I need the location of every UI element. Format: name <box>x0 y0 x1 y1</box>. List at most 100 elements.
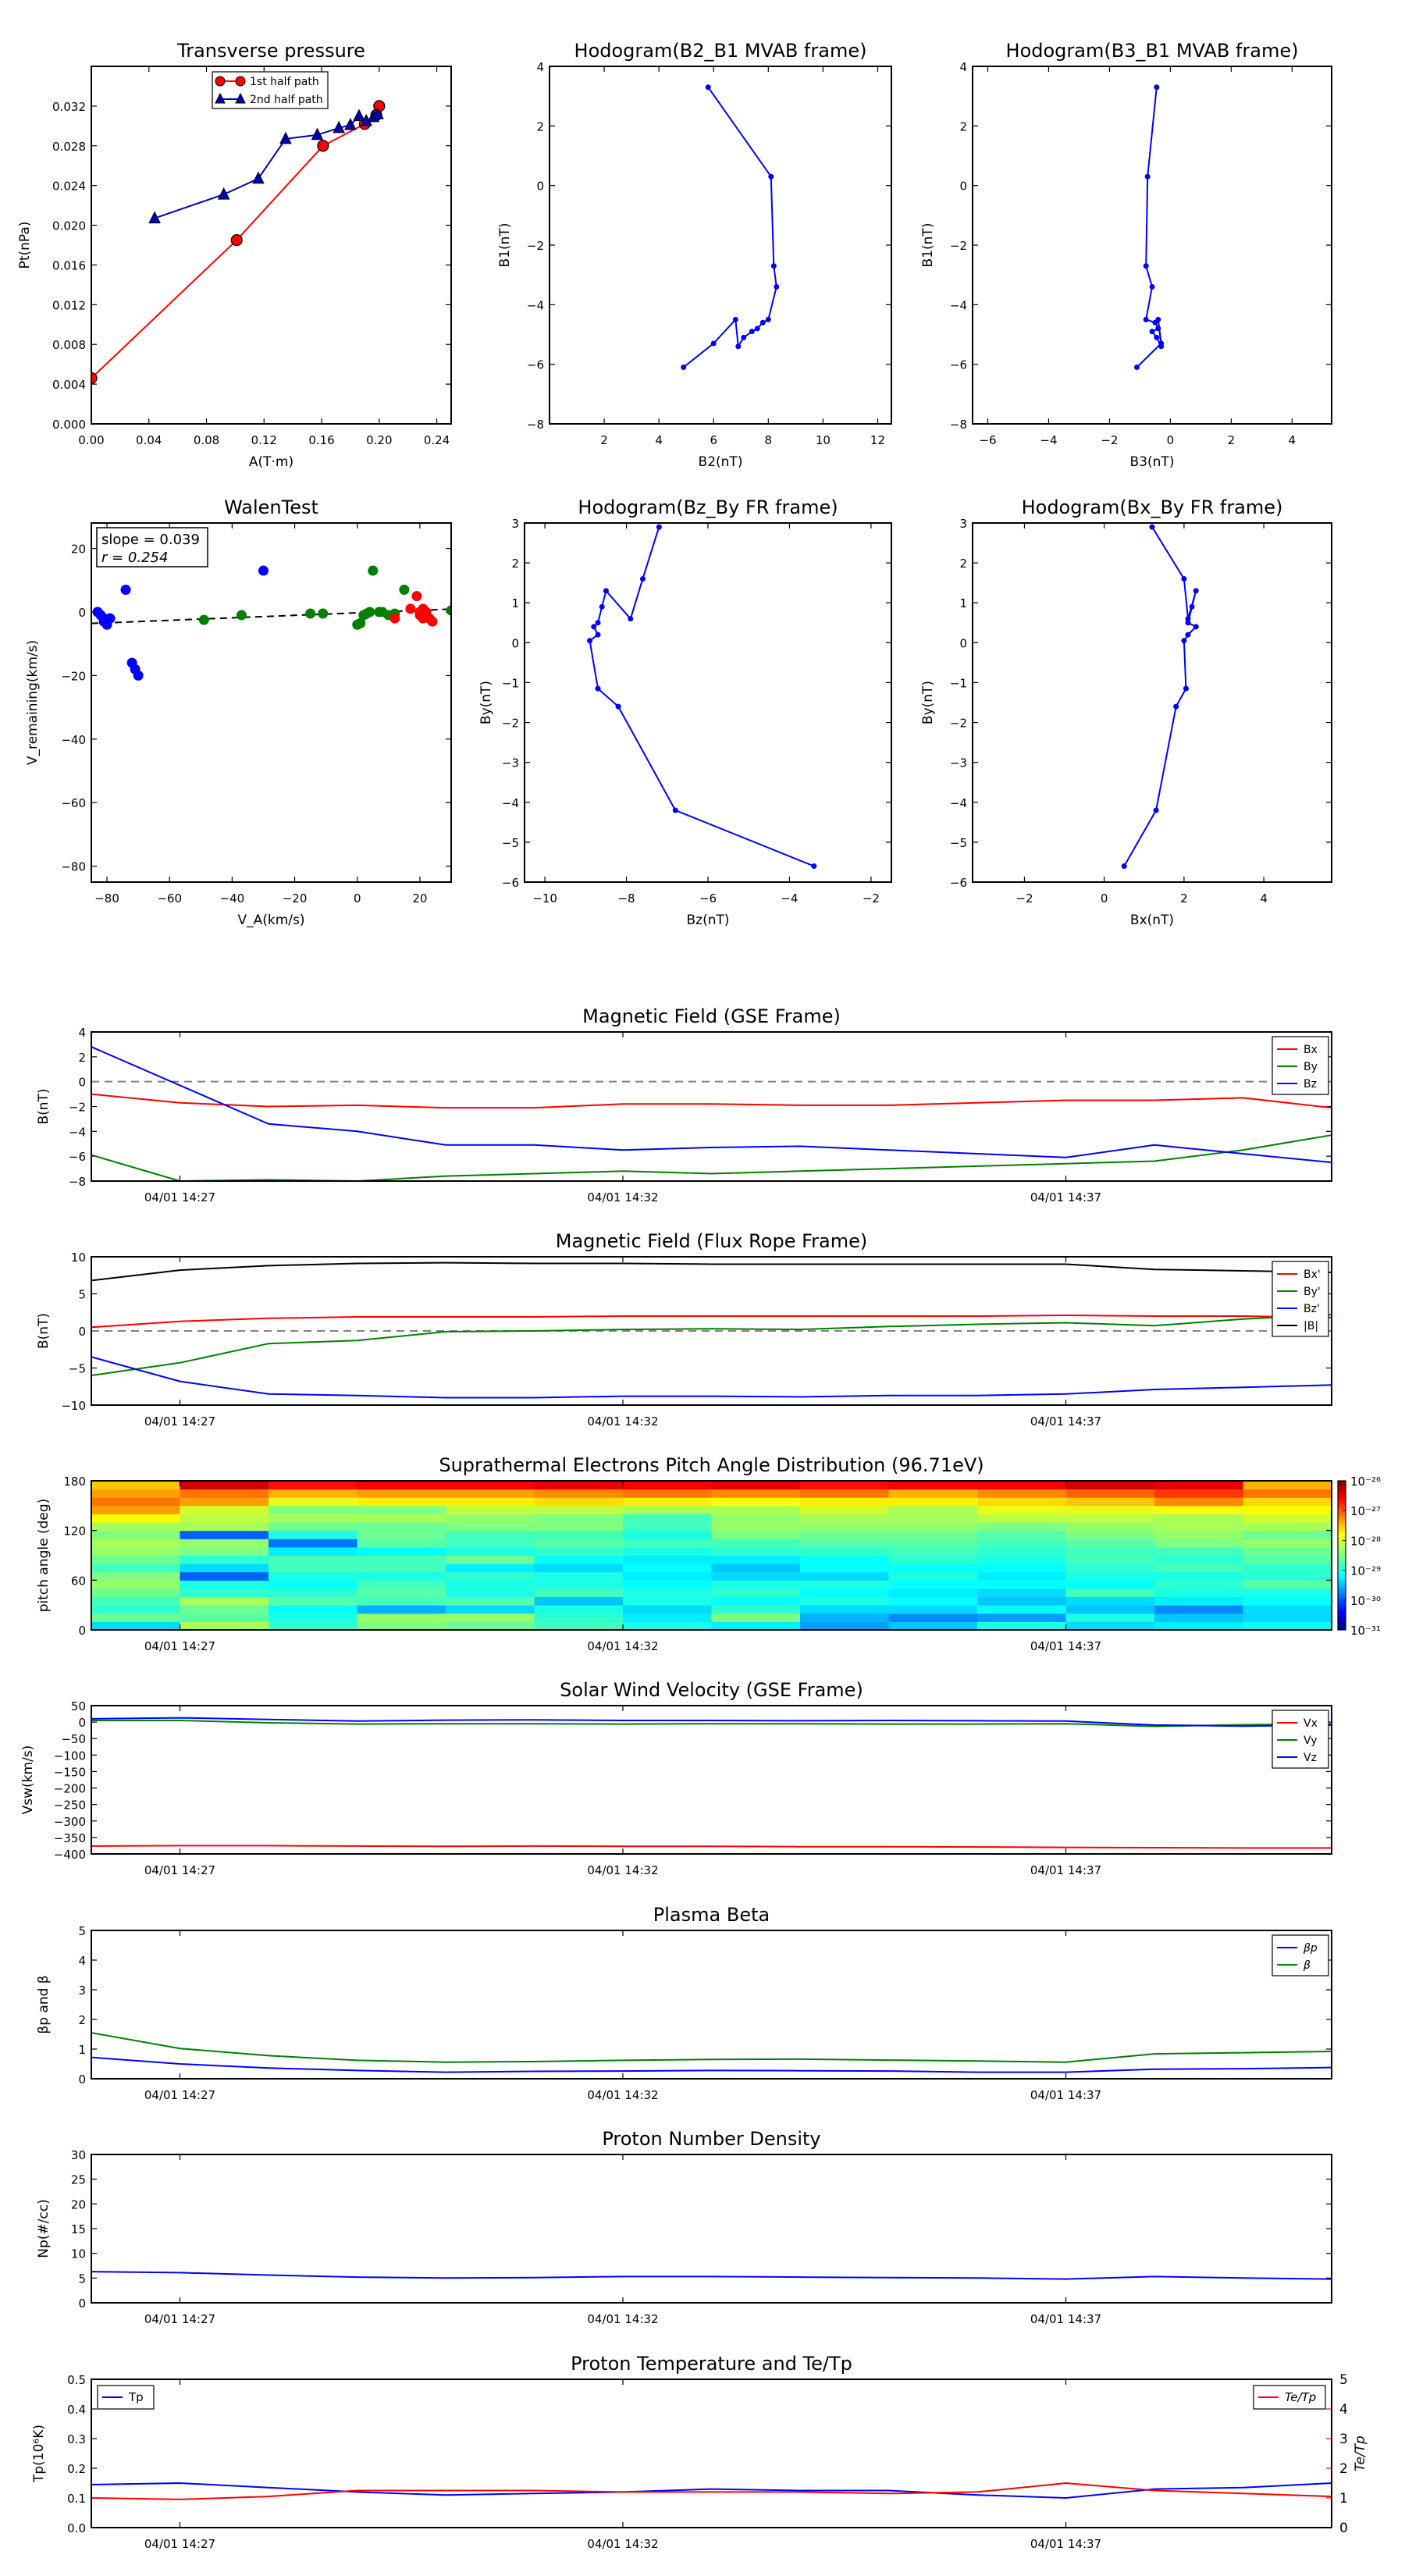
heatmap-cell <box>1065 1596 1155 1606</box>
heatmap-cell <box>1065 1481 1155 1490</box>
x-tick-label: 04/01 14:27 <box>144 1639 215 1653</box>
x-tick-label: 10 <box>816 433 831 447</box>
heatmap-cell <box>1154 1580 1243 1589</box>
data-point <box>1144 173 1151 180</box>
data-point <box>1149 283 1155 290</box>
x-tick-label: 2 <box>1180 891 1188 906</box>
heatmap-cell <box>91 1588 180 1598</box>
y-tick-label: −5 <box>69 1362 86 1376</box>
heatmap-cell <box>1065 1489 1155 1498</box>
heatmap-cell <box>1154 1489 1243 1498</box>
heatmap-cell <box>711 1588 801 1598</box>
heatmap-cell <box>91 1564 180 1573</box>
heatmap-cell <box>800 1497 889 1507</box>
heatmap-cell <box>534 1613 624 1622</box>
x-tick-label: 0.24 <box>424 433 450 447</box>
heatmap-cell <box>91 1505 180 1514</box>
x-tick-label: −40 <box>220 891 245 906</box>
heatmap-cell <box>888 1481 978 1490</box>
heatmap-cell <box>180 1489 269 1498</box>
heatmap-cell <box>534 1571 624 1581</box>
series-line-1 <box>91 1720 1332 1727</box>
chart-title: Hodogram(Bx_By FR frame) <box>1022 496 1283 518</box>
y-tick-label: 0 <box>78 1076 86 1090</box>
y-tick-label-right: 1 <box>1339 2491 1348 2507</box>
heatmap-cell <box>623 1514 712 1523</box>
heatmap-cell <box>977 1564 1066 1573</box>
y-axis-label: pitch angle (deg) <box>36 1499 52 1613</box>
x-tick-label: 2 <box>600 433 608 447</box>
heatmap-cell <box>1154 1497 1243 1507</box>
heatmap-cell <box>269 1546 357 1556</box>
data-point <box>1149 329 1155 335</box>
heatmap-cell <box>623 1539 712 1548</box>
legend-label: Vz <box>1304 1752 1317 1764</box>
y-tick-label: 60 <box>71 1574 86 1588</box>
heatmap-cell <box>1065 1514 1155 1523</box>
x-tick-label: 4 <box>1260 891 1268 906</box>
chart-title: Plasma Beta <box>653 1904 770 1926</box>
heatmap-cell <box>357 1530 446 1539</box>
plot-frame <box>91 2379 1332 2528</box>
heatmap-cell <box>888 1489 978 1498</box>
heatmap-cell <box>534 1489 624 1498</box>
heatmap-cell <box>1154 1481 1243 1490</box>
heatmap-cell <box>800 1588 889 1598</box>
heatmap-cell <box>180 1588 269 1598</box>
y-tick-label: 0.004 <box>52 378 86 392</box>
heatmap-cell <box>800 1571 889 1581</box>
heatmap-cell <box>977 1613 1066 1622</box>
y-tick-label: 2 <box>959 119 967 133</box>
data-point <box>105 613 116 624</box>
heatmap-cell <box>269 1497 357 1507</box>
data-point <box>656 524 662 530</box>
heatmap-cell <box>800 1539 889 1548</box>
x-tick-label: 04/01 14:32 <box>587 2312 658 2326</box>
y-axis-label: B1(nT) <box>497 223 513 268</box>
heatmap-cell <box>357 1588 446 1598</box>
heatmap-cell <box>1243 1546 1332 1556</box>
annotation-slope: slope = 0.039 <box>101 532 200 548</box>
heatmap-cell <box>1065 1605 1155 1614</box>
y-tick-label: 5 <box>78 2272 86 2286</box>
fit-line <box>91 608 451 624</box>
heatmap-cell <box>1154 1621 1243 1631</box>
colorbar-label: 10⁻²⁶ <box>1350 1475 1381 1489</box>
heatmap-cell <box>446 1546 535 1556</box>
heatmap-cell <box>180 1539 269 1548</box>
heatmap-cell <box>1065 1530 1155 1539</box>
legend-box <box>212 71 329 109</box>
y-tick-label: 2 <box>959 557 967 571</box>
heatmap-cell <box>1154 1514 1243 1523</box>
y-tick-label: −8 <box>69 1175 86 1189</box>
data-point <box>311 127 324 141</box>
chart-wt: WalenTest −80 −60 −40 −20 0 20 −80 −60 −40 −20 0 20 V… <box>25 496 452 928</box>
heatmap-cell <box>623 1530 712 1539</box>
heatmap-cell <box>357 1564 446 1573</box>
data-point <box>1154 334 1160 340</box>
heatmap-cell <box>357 1539 446 1548</box>
data-point <box>399 584 410 595</box>
heatmap-cell <box>91 1481 180 1490</box>
heatmap-cell <box>269 1522 357 1532</box>
y-tick-label: −40 <box>61 733 86 747</box>
series-line <box>1136 87 1162 368</box>
x-tick-label: 4 <box>655 433 663 447</box>
heatmap-cell <box>534 1546 624 1556</box>
heatmap-cell <box>180 1530 269 1539</box>
data-point <box>1155 326 1161 332</box>
heatmap-cell <box>1154 1613 1243 1622</box>
y-axis-label: βp and β <box>36 1975 52 2033</box>
plot-frame <box>91 1705 1332 1855</box>
y-axis-label: Np(#/cc) <box>36 2199 52 2258</box>
chart-title: Hodogram(B2_B1 MVAB frame) <box>574 40 867 62</box>
data-point <box>368 565 379 576</box>
heatmap-cell <box>534 1514 624 1523</box>
y-tick-label: 3 <box>78 1984 86 1998</box>
heatmap-cell <box>623 1605 712 1614</box>
chart-mf: Magnetic Field (GSE Frame) 04/01 14:27 04/… <box>36 1005 1332 1204</box>
series-line-1 <box>91 2032 1332 2063</box>
data-point <box>355 617 366 628</box>
colorbar-label: 10⁻³¹ <box>1350 1624 1381 1638</box>
heatmap-cell <box>1154 1555 1243 1564</box>
